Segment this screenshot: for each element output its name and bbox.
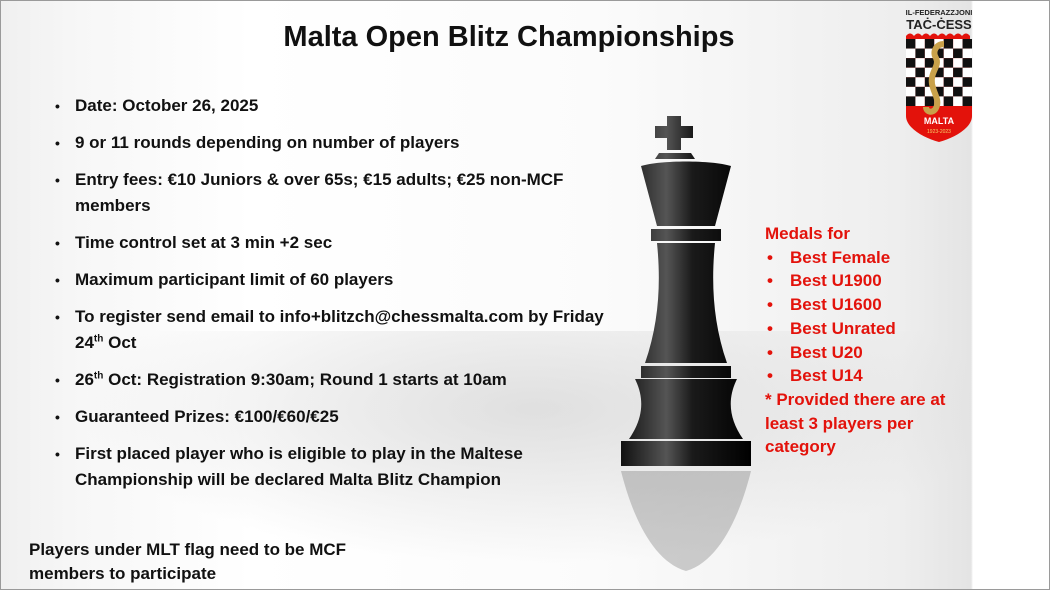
svg-text:1923-2023: 1923-2023 bbox=[927, 129, 951, 135]
detail-text: First placed player who is eligible to p… bbox=[75, 444, 523, 489]
detail-text: Oct bbox=[103, 333, 137, 352]
medals-box: Medals for Best Female Best U1900 Best U… bbox=[765, 222, 975, 459]
medals-note: * Provided there are at least 3 players … bbox=[765, 389, 946, 457]
details-list: Date: October 26, 2025 9 or 11 rounds dep… bbox=[53, 93, 613, 504]
detail-item: Maximum participant limit of 60 players bbox=[53, 267, 613, 293]
medal-item: Best U1600 bbox=[765, 293, 975, 317]
medal-item: Best Female bbox=[765, 246, 975, 270]
detail-item: Date: October 26, 2025 bbox=[53, 93, 613, 119]
superscript: th bbox=[93, 370, 104, 382]
detail-text: Entry fees: €10 Juniors & over 65s; €15 … bbox=[75, 170, 564, 215]
detail-item: First placed player who is eligible to p… bbox=[53, 441, 613, 493]
medal-item: Best U14 bbox=[765, 364, 975, 388]
detail-text: 9 or 11 rounds depending on number of pl… bbox=[75, 133, 460, 152]
detail-text: 26 bbox=[75, 370, 94, 389]
detail-text: Date: October 26, 2025 bbox=[75, 96, 259, 115]
svg-text:IL-FEDERAZZJONI: IL-FEDERAZZJONI bbox=[906, 8, 973, 17]
detail-item: 9 or 11 rounds depending on number of pl… bbox=[53, 130, 613, 156]
footer-note: Players under MLT flag need to be MCF me… bbox=[29, 540, 347, 583]
detail-item: 26th Oct: Registration 9:30am; Round 1 s… bbox=[53, 367, 613, 393]
detail-item: To register send email to info+blitzch@c… bbox=[53, 304, 613, 356]
federation-logo: IL-FEDERAZZJONI TAĊ-ĊESS MALTA 1923-2023 bbox=[906, 8, 973, 142]
svg-text:TAĊ-ĊESS: TAĊ-ĊESS bbox=[906, 17, 972, 32]
detail-item: Guaranteed Prizes: €100/€60/€25 bbox=[53, 404, 613, 430]
medals-heading: Medals for bbox=[765, 224, 851, 243]
page-title: Malta Open Blitz Championships bbox=[283, 21, 735, 53]
medal-item: Best Unrated bbox=[765, 317, 975, 341]
detail-text: Maximum participant limit of 60 players bbox=[75, 270, 394, 289]
detail-text: Oct: Registration 9:30am; Round 1 starts… bbox=[103, 370, 507, 389]
medal-item: Best U20 bbox=[765, 341, 975, 365]
detail-item: Time control set at 3 min +2 sec bbox=[53, 230, 613, 256]
svg-text:MALTA: MALTA bbox=[924, 116, 955, 126]
detail-item: Entry fees: €10 Juniors & over 65s; €15 … bbox=[53, 167, 613, 219]
detail-text: Guaranteed Prizes: €100/€60/€25 bbox=[75, 407, 339, 426]
medal-item: Best U1900 bbox=[765, 269, 975, 293]
detail-text: Time control set at 3 min +2 sec bbox=[75, 233, 333, 252]
chess-king-image bbox=[621, 116, 751, 571]
detail-text: To register send email to info+blitzch@c… bbox=[75, 307, 604, 352]
superscript: th bbox=[93, 333, 104, 345]
